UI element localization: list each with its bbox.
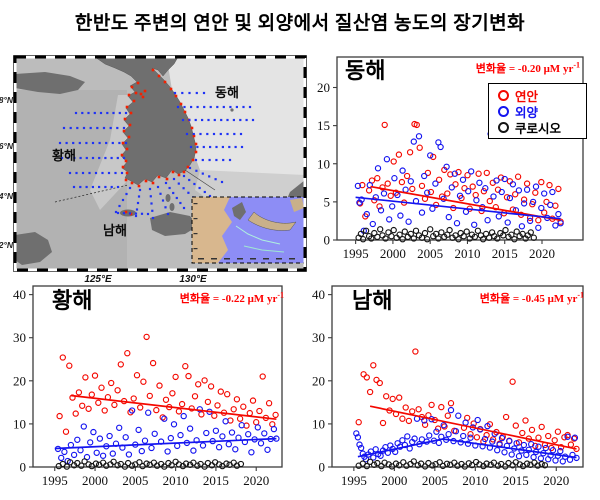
svg-text:2000: 2000 (381, 473, 407, 488)
korea-station-map: 동해 황해 남해 38°N 36°N 34°N 32° (0, 55, 307, 285)
svg-text:20: 20 (317, 80, 330, 95)
south-sea-plot: 1995 2000 2005 2010 2015 2020 0 10 20 30 40 (312, 285, 584, 488)
japan-kyushu-land (150, 212, 198, 236)
svg-text:2015: 2015 (503, 473, 529, 488)
svg-text:0: 0 (324, 233, 331, 248)
svg-text:2005: 2005 (122, 473, 148, 488)
station-markers (58, 68, 255, 220)
chart-title-yellow-sea: 황해 (52, 288, 93, 313)
legend-item-offshore: 외양 (498, 103, 586, 120)
east-sea-shading (168, 57, 305, 185)
rate-label-yellow-sea: 변화율 = -0.22 μM yr-1 (180, 290, 284, 306)
svg-text:0: 0 (20, 460, 27, 475)
legend-label-coastal: 연안 (515, 89, 539, 104)
offshore-marker-icon (498, 105, 509, 117)
inset-china-land (192, 197, 232, 263)
china-south-land (15, 232, 52, 265)
chart-panel-south-sea: 1995 2000 2005 2010 2015 2020 0 10 20 30 40 남해 변화율… (300, 278, 600, 500)
map-frame-outline (13, 55, 307, 272)
east-sea-plot: 1995 2000 2005 2010 2015 2020 0 5 10 15 20 (317, 56, 584, 261)
lon-label-125e: 125°E (84, 274, 112, 285)
svg-text:2005: 2005 (417, 246, 443, 261)
inset-korea-land (232, 202, 246, 220)
jeju-island (120, 209, 136, 217)
svg-text:10: 10 (312, 416, 325, 431)
tsushima-island (165, 194, 171, 202)
legend-item-coastal: 연안 (498, 87, 586, 104)
svg-text:2000: 2000 (82, 473, 108, 488)
svg-text:15: 15 (317, 118, 330, 133)
legend-label-kuroshio: 쿠로시오 (515, 121, 562, 136)
rate-exponent: -1 (577, 290, 584, 300)
svg-text:10: 10 (13, 416, 26, 431)
svg-text:5: 5 (324, 194, 331, 209)
svg-text:10: 10 (317, 156, 330, 171)
yellow-sea-plot: 1995 2000 2005 2010 2015 2020 0 10 20 30 40 (13, 285, 283, 488)
svg-text:2010: 2010 (163, 473, 189, 488)
legend: 연안 외양 쿠로시오 (488, 83, 587, 139)
legend-item-kuroshio: 쿠로시오 (498, 119, 586, 136)
rate-label-east-sea: 변화율 = -0.20 μM yr-1 (476, 60, 580, 76)
chart-panel-east-sea: 1995 2000 2005 2010 2015 2020 0 5 10 15 20 동해 변화율 … (305, 50, 600, 280)
rate-text: 변화율 = -0.22 μM yr (179, 293, 278, 305)
rate-text: 변화율 = -0.20 μM yr (475, 63, 574, 75)
inset-border (191, 196, 305, 264)
svg-text:40: 40 (13, 287, 26, 302)
chart-panel-yellow-sea: 1995 2000 2005 2010 2015 2020 0 10 20 30 40 황해 변화율… (0, 278, 300, 500)
svg-text:2020: 2020 (543, 473, 569, 488)
lat-label-36n: 36°N (0, 141, 14, 151)
svg-text:2000: 2000 (380, 246, 406, 261)
kuroshio-marker-icon (498, 121, 509, 133)
rate-label-south-sea: 변화율 = -0.45 μM yr-1 (480, 290, 584, 306)
china-coast-land (15, 72, 85, 94)
svg-text:30: 30 (312, 330, 325, 345)
inset-current-streak-2 (243, 245, 285, 253)
lat-label-32n: 32°N (0, 240, 14, 250)
rate-exponent: -1 (277, 290, 284, 300)
section-line-west (54, 184, 129, 203)
inset-map (191, 196, 305, 264)
figure-title: 한반도 주변의 연안 및 외양에서 질산염 농도의 장기변화 (74, 13, 526, 34)
rate-exponent: -1 (573, 60, 580, 70)
map-panel: 동해 황해 남해 38°N 36°N 34°N 32° (0, 50, 312, 286)
svg-text:0: 0 (319, 460, 326, 475)
map-label-east-sea: 동해 (215, 85, 239, 100)
map-label-yellow-sea: 황해 (52, 148, 76, 163)
svg-text:2010: 2010 (462, 473, 488, 488)
map-label-south-sea: 남해 (103, 223, 127, 238)
svg-text:2015: 2015 (203, 473, 229, 488)
svg-text:20: 20 (312, 373, 325, 388)
lat-label-34n: 34°N (0, 191, 14, 201)
nearshore-shading (90, 95, 132, 210)
svg-text:2020: 2020 (243, 473, 269, 488)
chart-title-south-sea: 남해 (352, 288, 393, 313)
inset-hokkaido-land (290, 198, 304, 212)
svg-text:20: 20 (13, 373, 26, 388)
svg-text:2020: 2020 (529, 246, 555, 261)
ulleungdo-island (230, 108, 234, 112)
svg-text:30: 30 (13, 330, 26, 345)
inset-current-streak (235, 225, 281, 245)
tsushima-island-south (169, 203, 175, 211)
svg-text:1995: 1995 (341, 473, 367, 488)
chart-title-east-sea: 동해 (345, 58, 386, 83)
lon-label-130e: 130°E (179, 274, 207, 285)
svg-text:2015: 2015 (492, 246, 518, 261)
inset-japan-land (247, 211, 297, 231)
svg-text:2010: 2010 (454, 246, 480, 261)
lat-label-38n: 38°N (0, 95, 14, 105)
svg-text:1995: 1995 (343, 246, 369, 261)
svg-text:1995: 1995 (42, 473, 68, 488)
rate-text: 변화율 = -0.45 μM yr (479, 293, 578, 305)
section-line-east (184, 169, 216, 191)
inset-tick-marks (193, 203, 295, 260)
svg-text:2005: 2005 (422, 473, 448, 488)
svg-text:40: 40 (312, 287, 325, 302)
legend-label-offshore: 외양 (515, 105, 539, 120)
map-frame-dashes (13, 55, 307, 272)
coastal-marker-icon (498, 89, 509, 101)
